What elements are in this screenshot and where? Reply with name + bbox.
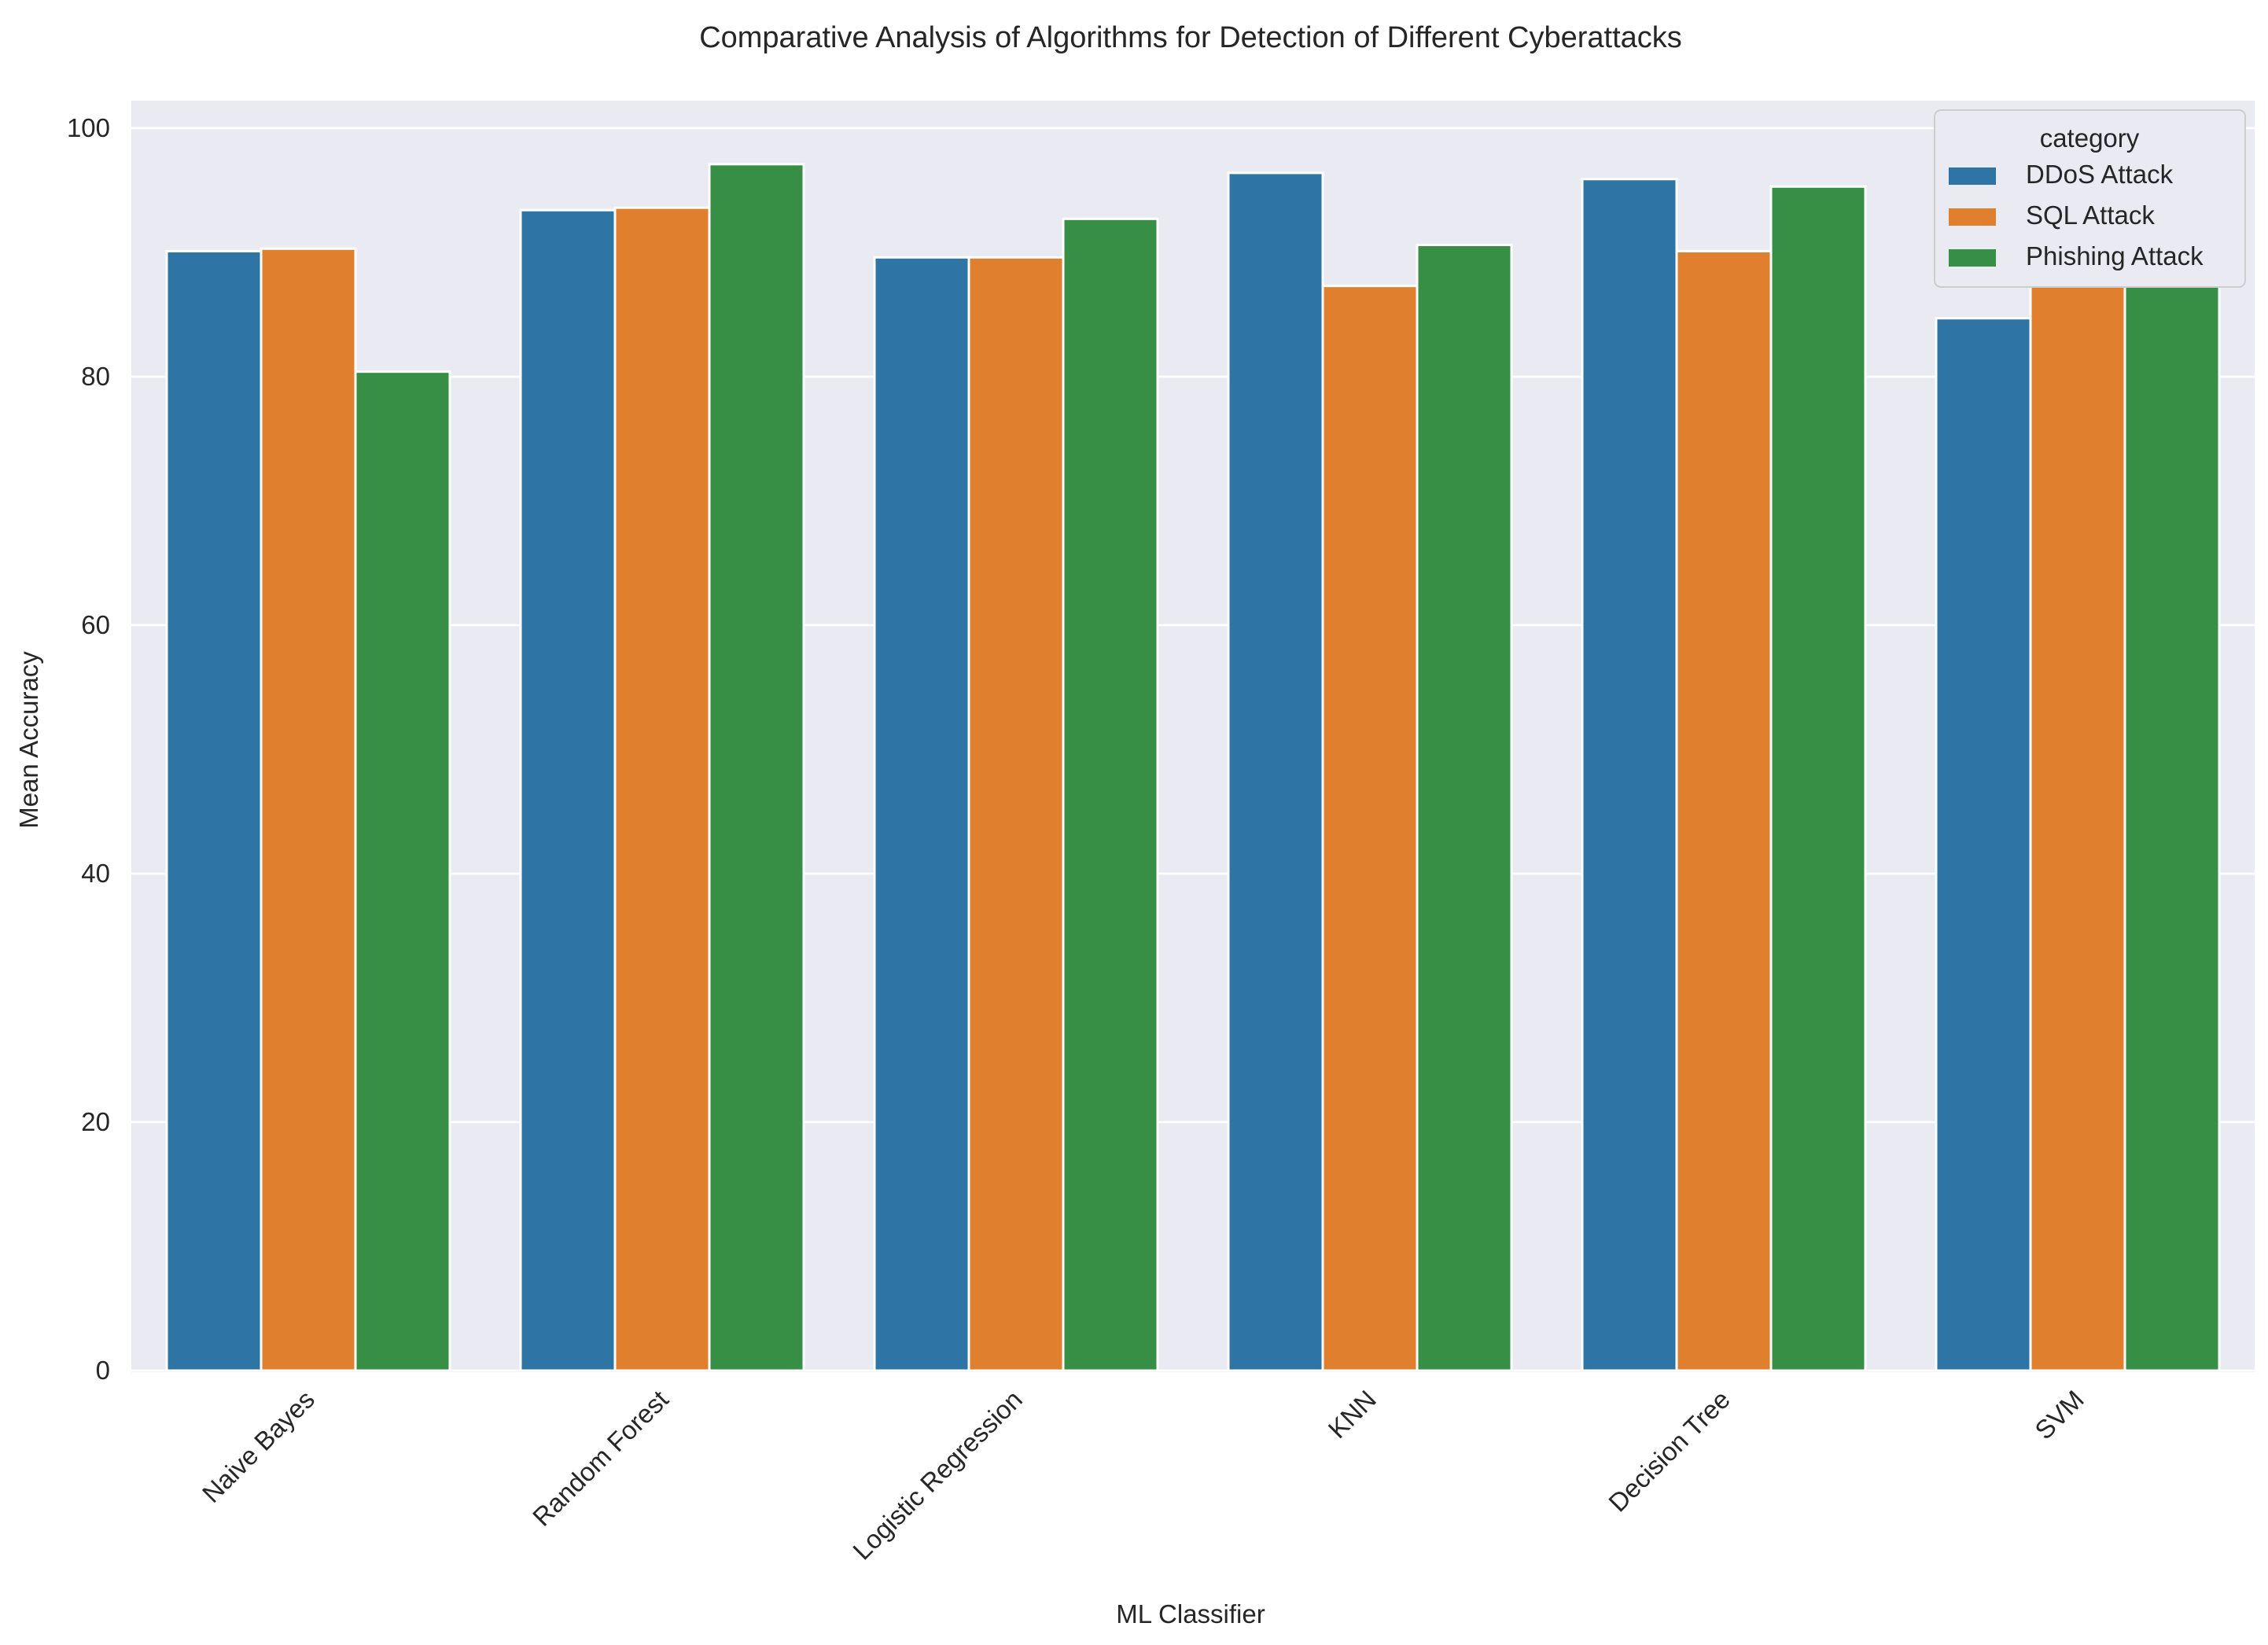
bar [1769, 185, 1867, 1372]
legend: category DDoS Attack SQL Attack Phishing A… [1934, 109, 2246, 288]
legend-label: DDoS Attack [2026, 160, 2174, 189]
y-axis-label: Mean Accuracy [14, 651, 43, 829]
bar [1675, 249, 1773, 1372]
x-tick-label: Naive Bayes [197, 1385, 320, 1508]
y-tick-labels: 0 20 40 60 80 100 [67, 113, 110, 1385]
y-tick-label: 60 [81, 610, 110, 639]
bar [1416, 244, 1513, 1372]
bar [2123, 262, 2221, 1372]
bars [165, 163, 2221, 1372]
x-tick-label: KNN [1323, 1385, 1382, 1444]
y-tick-label: 40 [81, 859, 110, 888]
bar [613, 206, 711, 1372]
bar [2029, 259, 2126, 1372]
y-tick-label: 80 [81, 362, 110, 391]
bar [873, 256, 970, 1372]
legend-label: SQL Attack [2026, 201, 2155, 230]
y-tick-label: 0 [96, 1356, 110, 1385]
bar [1935, 317, 2032, 1372]
bar [519, 208, 617, 1372]
bar [165, 249, 263, 1372]
legend-swatch [1949, 249, 1996, 267]
x-tick-label: Decision Tree [1603, 1385, 1736, 1518]
legend-title: category [2040, 123, 2140, 153]
chart-title: Comparative Analysis of Algorithms for D… [699, 21, 1682, 54]
legend-swatch [1949, 208, 1996, 226]
x-tick-labels: Naive Bayes Random Forest Logistic Regress… [197, 1385, 2089, 1566]
legend-box [1934, 109, 2246, 288]
x-tick-label: Logistic Regression [847, 1385, 1028, 1566]
bar [1227, 171, 1324, 1372]
bar [967, 256, 1065, 1372]
bar [1581, 178, 1678, 1372]
bar [260, 247, 357, 1372]
y-tick-label: 20 [81, 1107, 110, 1136]
x-tick-label: Random Forest [527, 1385, 674, 1532]
x-axis-label: ML Classifier [1116, 1599, 1265, 1628]
plot-area [131, 101, 2255, 1372]
legend-swatch [1949, 167, 1996, 185]
grid-lines [131, 127, 2255, 1372]
bar [708, 163, 805, 1372]
x-tick-label: SVM [2029, 1385, 2089, 1445]
legend-label: Phishing Attack [2026, 241, 2204, 270]
y-tick-label: 100 [67, 113, 110, 142]
bar [1321, 285, 1419, 1372]
bar [1062, 217, 1159, 1372]
bar [354, 370, 451, 1372]
